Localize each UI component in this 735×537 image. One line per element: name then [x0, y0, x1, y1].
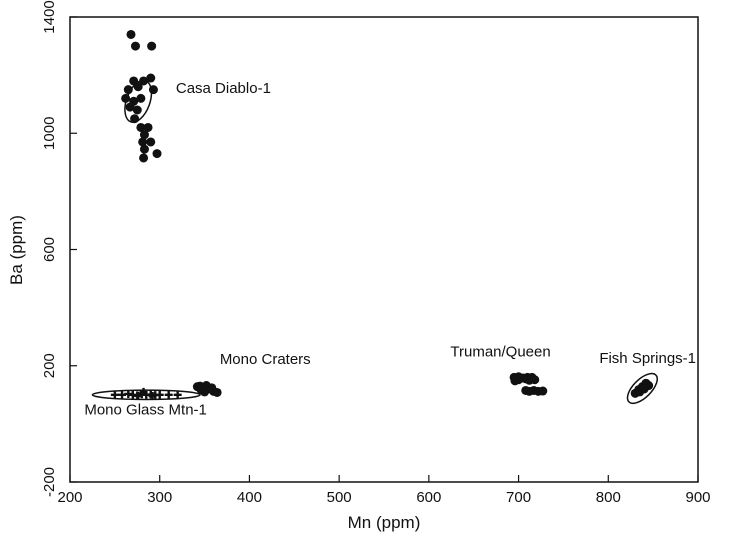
- data-point: [139, 144, 149, 154]
- data-points: [110, 29, 654, 400]
- data-point: [212, 387, 222, 397]
- data-point: [138, 137, 148, 147]
- data-point: [123, 85, 133, 95]
- data-point: [146, 137, 156, 147]
- data-point: [510, 376, 520, 386]
- data-point: [530, 375, 540, 385]
- x-axis: 200 300 400 500 600 700 800 900: [57, 475, 711, 506]
- data-point: [134, 391, 143, 400]
- y-tick-label: 600: [41, 237, 58, 262]
- y-axis-title: Ba (ppm): [7, 215, 26, 285]
- group-ellipses: [91, 79, 658, 405]
- y-tick-label: 1000: [41, 117, 58, 150]
- data-point: [195, 381, 205, 391]
- data-point: [148, 85, 158, 95]
- data-point: [538, 386, 548, 396]
- data-point: [164, 390, 173, 399]
- data-point: [136, 93, 146, 103]
- x-tick-label: 500: [327, 489, 352, 506]
- x-axis-title: Mn (ppm): [348, 513, 421, 532]
- x-tick-label: 800: [596, 489, 621, 506]
- group-label: Mono Glass Mtn-1: [84, 402, 207, 419]
- group-label: Fish Springs-1: [599, 350, 696, 367]
- data-point: [125, 102, 135, 112]
- data-point: [133, 82, 143, 92]
- data-point: [639, 384, 649, 394]
- data-point: [147, 41, 157, 51]
- y-axis: -200 200 600 1000 1400: [41, 0, 77, 497]
- data-point: [126, 29, 136, 39]
- group-ellipse: [91, 389, 201, 401]
- data-point: [121, 93, 131, 103]
- data-point: [139, 76, 149, 86]
- data-point: [139, 387, 148, 396]
- group-label: Mono Craters: [220, 351, 311, 368]
- y-tick-label: 200: [41, 353, 58, 378]
- x-tick-label: 300: [147, 489, 172, 506]
- data-point: [130, 114, 140, 124]
- x-tick-label: 400: [237, 489, 262, 506]
- data-point: [110, 390, 119, 399]
- y-tick-label: 1400: [41, 0, 58, 33]
- group-ellipse: [626, 372, 658, 405]
- data-point: [130, 41, 140, 51]
- data-point: [148, 391, 157, 400]
- data-point: [143, 122, 153, 132]
- data-point: [136, 122, 146, 132]
- x-tick-label: 900: [685, 489, 710, 506]
- data-point: [139, 153, 149, 163]
- group-labels: Casa Diablo-1 Mono Craters Truman/Queen Fis…: [84, 80, 696, 418]
- data-point: [173, 390, 182, 399]
- group-label: Casa Diablo-1: [176, 80, 271, 97]
- data-point: [132, 105, 142, 115]
- y-tick-label: -200: [41, 467, 58, 497]
- group-label: Truman/Queen: [450, 343, 550, 360]
- data-point: [155, 390, 164, 399]
- x-tick-label: 700: [506, 489, 531, 506]
- x-tick-label: 200: [57, 489, 82, 506]
- data-point: [152, 149, 162, 159]
- data-point: [146, 73, 156, 83]
- data-point: [139, 130, 149, 140]
- x-tick-label: 600: [416, 489, 441, 506]
